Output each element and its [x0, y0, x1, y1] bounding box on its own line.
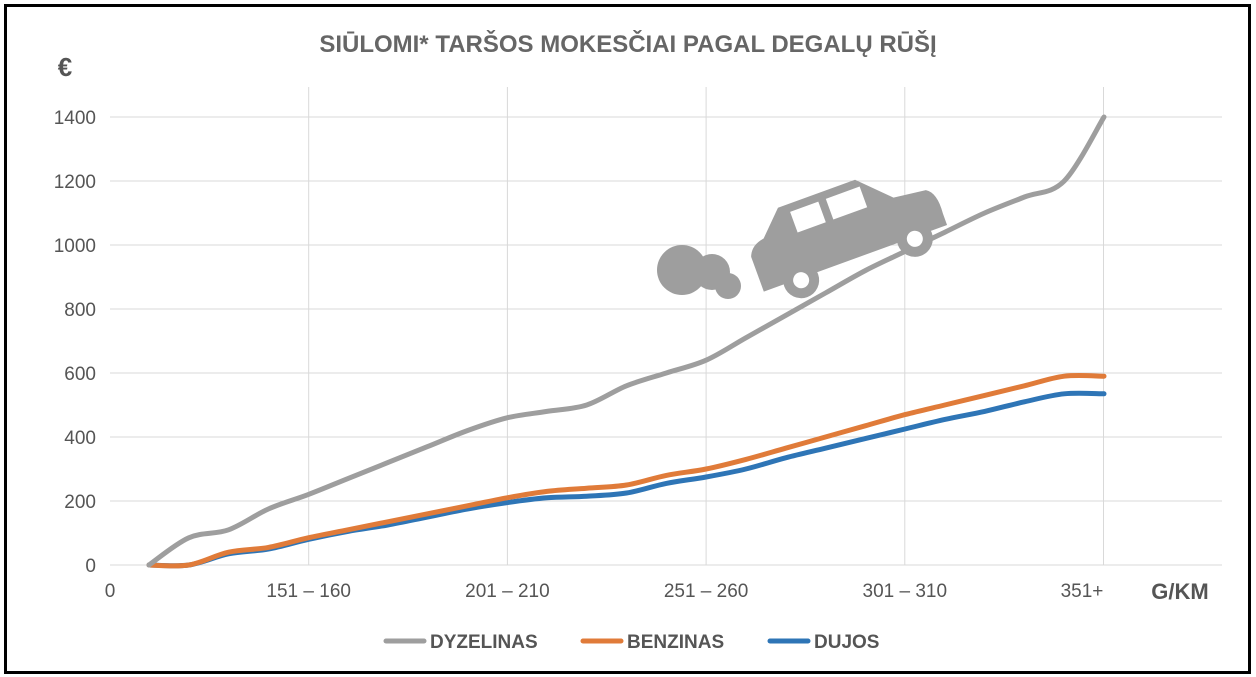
y-axis-unit: €	[58, 52, 72, 82]
chart-frame	[4, 4, 1251, 674]
gridlines	[110, 87, 1222, 566]
chart-title: SIŪLOMI* TARŠOS MOKESČIAI PAGAL DEGALŲ R…	[319, 30, 936, 58]
x-tick-label: 251 – 260	[664, 581, 749, 602]
y-tick-label: 200	[64, 492, 96, 513]
x-tick-label: 201 – 210	[465, 581, 550, 602]
y-tick-labels: 0 200 400 600 800 1000 1200 1400	[54, 108, 96, 577]
series-lines	[146, 114, 1107, 569]
y-tick-label: 0	[85, 556, 96, 577]
x-tick-label: 301 – 310	[863, 581, 948, 602]
legend-label-dyzelinas: DYZELINAS	[430, 632, 538, 653]
x-tick-label: 151 – 160	[266, 581, 351, 602]
x-tick-labels: 0 151 – 160 201 – 210 251 – 260 301 – 310 351…	[105, 581, 1104, 602]
y-tick-label: 1400	[54, 108, 96, 129]
y-tick-label: 600	[64, 364, 96, 385]
x-tick-label: 351+	[1061, 581, 1104, 602]
car-exhaust-icon	[657, 179, 948, 299]
y-tick-label: 1200	[54, 172, 96, 193]
series-line-benzinas	[146, 372, 1107, 569]
legend-label-dujos: DUJOS	[814, 632, 879, 653]
x-tick-label: 0	[105, 581, 116, 602]
series-line-dyzelinas	[146, 114, 1107, 568]
y-tick-label: 800	[64, 300, 96, 321]
legend: DYZELINAS BENZINAS DUJOS	[383, 632, 879, 653]
legend-label-benzinas: BENZINAS	[627, 632, 724, 653]
y-tick-label: 1000	[54, 236, 96, 257]
y-tick-label: 400	[64, 428, 96, 449]
x-axis-unit: G/KM	[1151, 579, 1208, 604]
